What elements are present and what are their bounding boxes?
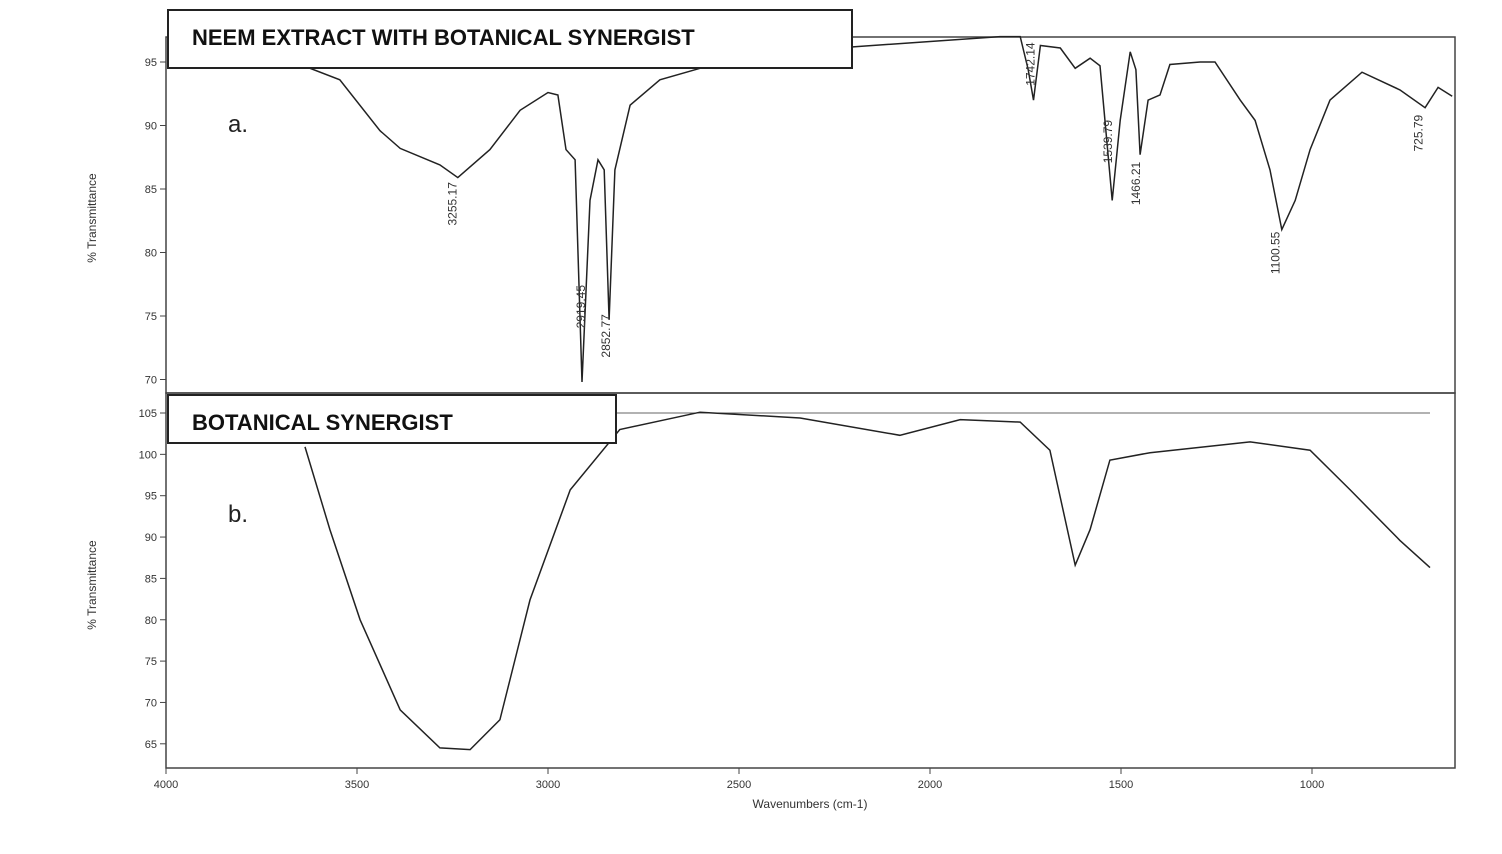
- panel-b-title-box: [167, 394, 617, 444]
- panel-b-ytick-label: 75: [145, 656, 157, 668]
- panel-a-ytick-label: 80: [145, 248, 157, 260]
- panel-a-ytick-label: 90: [145, 121, 157, 133]
- xtick-label: 2500: [727, 779, 751, 791]
- xtick-label: 4000: [154, 779, 178, 791]
- peak-label: 1742.14: [1024, 42, 1038, 86]
- x-axis-label: Wavenumbers (cm-1): [753, 797, 868, 811]
- panel-b-frame: [165, 392, 1456, 769]
- panel-b-ytick-label: 65: [145, 739, 157, 751]
- peak-label: 1466.21: [1129, 161, 1143, 205]
- panel-a-ytick-label: 75: [145, 311, 157, 323]
- panel-a-ytick-label: 95: [145, 57, 157, 69]
- peak-label: 1539.79: [1101, 120, 1115, 164]
- panel-b-title: BOTANICAL SYNERGIST: [192, 410, 453, 435]
- peak-label: 1100.55: [1269, 231, 1283, 274]
- panel-a-title: NEEM EXTRACT WITH BOTANICAL SYNERGIST: [192, 25, 695, 50]
- panel-b-ytick-label: 80: [145, 615, 157, 627]
- panel-a: 95 90 85 80 75 70 3255.17 2919.45 2852.77 1742.1…: [85, 9, 1456, 394]
- peak-label: 3255.17: [446, 182, 460, 226]
- panel-b-ytick-label: 95: [145, 491, 157, 503]
- panel-a-frame: [165, 36, 1456, 394]
- panel-b-ytick-label: 105: [139, 408, 157, 420]
- xtick-label: 2000: [918, 779, 942, 791]
- xtick-label: 1500: [1109, 779, 1133, 791]
- panel-b-ytick-label: 85: [145, 573, 157, 585]
- xtick-label: 3000: [536, 779, 560, 791]
- panel-b-ylabel: % Transmittance: [85, 540, 99, 630]
- panel-b-ytick-label: 90: [145, 532, 157, 544]
- xtick-label: 1000: [1300, 779, 1324, 791]
- panel-a-label: a.: [228, 111, 248, 138]
- xtick-label: 3500: [345, 779, 369, 791]
- panel-a-ytick-label: 70: [145, 375, 157, 387]
- panel-a-ylabel: % Transmittance: [85, 173, 99, 263]
- panel-b-label: b.: [228, 501, 248, 528]
- panel-b: 105 100 95 90 85 80 75 70 65 4000 3500 3000 2500 200…: [85, 392, 1456, 811]
- panel-a-title-box: [167, 9, 853, 69]
- panel-b-ytick-label: 70: [145, 697, 157, 709]
- panel-b-spectrum: [304, 411, 1431, 751]
- peak-label: 2919.45: [574, 285, 588, 329]
- peak-label: 2852.77: [599, 314, 613, 358]
- panel-a-spectrum: [169, 35, 1453, 383]
- panel-b-ytick-label: 100: [139, 449, 157, 461]
- peak-label: 725.79: [1412, 114, 1426, 151]
- panel-a-ytick-label: 85: [145, 184, 157, 196]
